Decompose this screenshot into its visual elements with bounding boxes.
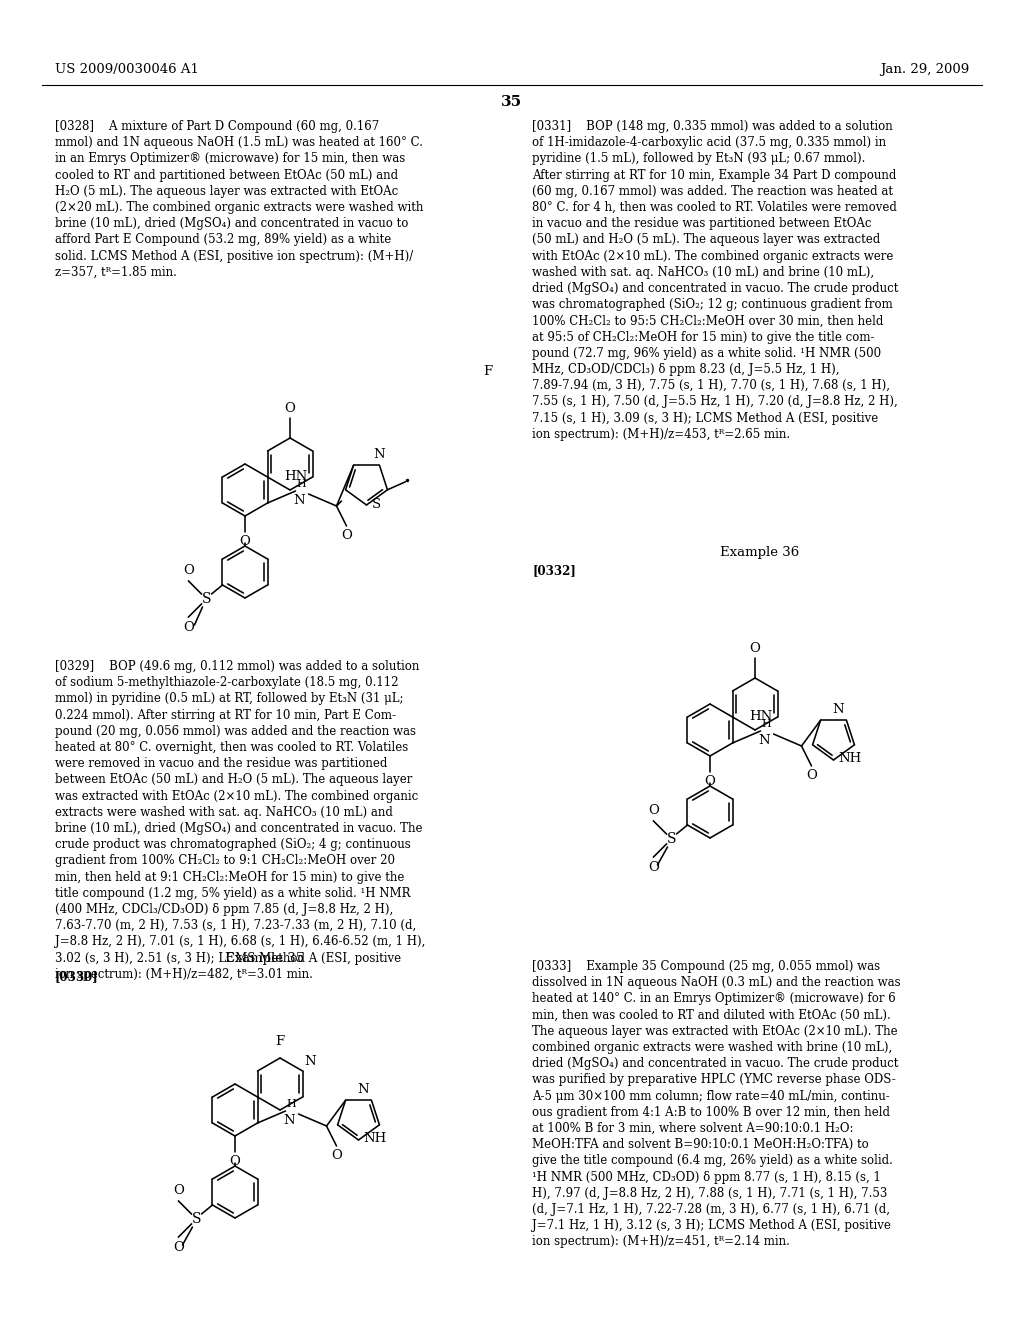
Text: O: O	[750, 642, 761, 655]
Text: O: O	[648, 861, 658, 874]
Text: H: H	[287, 1100, 296, 1109]
Text: O: O	[173, 1241, 184, 1254]
Text: N: N	[294, 494, 305, 507]
Text: O: O	[331, 1148, 342, 1162]
Text: O: O	[648, 804, 658, 817]
Text: N: N	[284, 1114, 295, 1127]
Text: O: O	[183, 620, 194, 634]
Text: NH: NH	[839, 751, 862, 764]
Text: O: O	[806, 770, 817, 781]
Text: [0331]    BOP (148 mg, 0.335 mmol) was added to a solution
of 1H-imidazole-4-car: [0331] BOP (148 mg, 0.335 mmol) was adde…	[532, 120, 898, 441]
Text: [0332]: [0332]	[532, 564, 575, 577]
Text: O: O	[285, 403, 296, 414]
Text: H: H	[762, 719, 771, 729]
Text: [0330]: [0330]	[55, 970, 98, 983]
Text: O: O	[240, 535, 251, 548]
Text: N: N	[831, 704, 844, 717]
Text: S: S	[372, 499, 381, 511]
Text: S: S	[667, 832, 676, 846]
Text: O: O	[183, 564, 194, 577]
Text: O: O	[341, 529, 352, 543]
Text: F: F	[483, 366, 493, 378]
Text: S: S	[191, 1212, 202, 1226]
Text: [0328]    A mixture of Part D Compound (60 mg, 0.167
mmol) and 1N aqueous NaOH (: [0328] A mixture of Part D Compound (60 …	[55, 120, 423, 279]
Text: 35: 35	[502, 95, 522, 110]
Text: N: N	[759, 734, 770, 747]
Text: Example 36: Example 36	[720, 546, 800, 558]
Text: H: H	[297, 479, 306, 488]
Text: Jan. 29, 2009: Jan. 29, 2009	[880, 63, 969, 77]
Text: S: S	[202, 591, 211, 606]
Text: N: N	[356, 1084, 369, 1096]
Text: Example 35: Example 35	[225, 952, 304, 965]
Text: HN: HN	[285, 470, 307, 483]
Text: O: O	[705, 775, 716, 788]
Text: HN: HN	[750, 710, 772, 723]
Text: N: N	[374, 449, 385, 461]
Text: NH: NH	[364, 1131, 387, 1144]
Text: O: O	[229, 1155, 241, 1168]
Text: N: N	[304, 1055, 316, 1068]
Text: US 2009/0030046 A1: US 2009/0030046 A1	[55, 63, 199, 77]
Text: [0329]    BOP (49.6 mg, 0.112 mmol) was added to a solution
of sodium 5-methylth: [0329] BOP (49.6 mg, 0.112 mmol) was add…	[55, 660, 425, 981]
Text: F: F	[275, 1035, 285, 1048]
Text: O: O	[173, 1184, 184, 1197]
Text: [0333]    Example 35 Compound (25 mg, 0.055 mmol) was
dissolved in 1N aqueous Na: [0333] Example 35 Compound (25 mg, 0.055…	[532, 960, 901, 1249]
